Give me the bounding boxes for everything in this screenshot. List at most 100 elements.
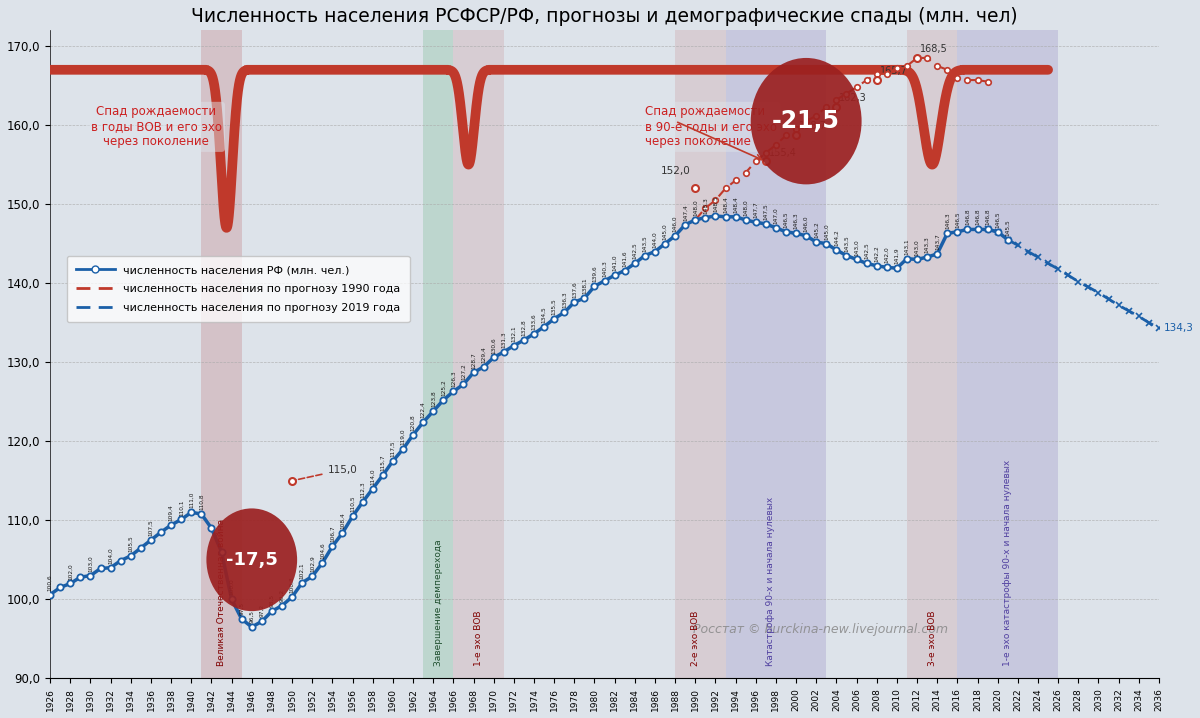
Bar xyxy=(454,30,504,679)
Bar xyxy=(202,30,241,679)
Text: 146,5: 146,5 xyxy=(955,211,960,228)
Ellipse shape xyxy=(751,58,862,185)
Text: 141,0: 141,0 xyxy=(612,255,617,271)
Text: 132,8: 132,8 xyxy=(522,320,527,336)
Text: 146,3: 146,3 xyxy=(793,213,798,230)
Text: 97,5: 97,5 xyxy=(239,602,244,615)
Text: 146,8: 146,8 xyxy=(965,209,970,225)
Text: 144,0: 144,0 xyxy=(653,231,658,248)
Text: 102,9: 102,9 xyxy=(310,556,314,572)
Text: 155,4: 155,4 xyxy=(769,147,797,157)
Text: 142,0: 142,0 xyxy=(884,247,889,264)
Text: 142,5: 142,5 xyxy=(632,243,637,259)
Text: 146,5: 146,5 xyxy=(784,211,788,228)
Ellipse shape xyxy=(206,508,298,611)
Text: 143,3: 143,3 xyxy=(925,236,930,253)
Text: 123,8: 123,8 xyxy=(431,391,436,407)
Text: 99,2: 99,2 xyxy=(280,589,284,602)
Text: 147,4: 147,4 xyxy=(683,204,688,220)
Text: 100,3: 100,3 xyxy=(289,577,294,593)
Text: Катастрофа 90-х и начала нулевых: Катастрофа 90-х и начала нулевых xyxy=(767,498,775,666)
Text: 143,5: 143,5 xyxy=(844,235,848,251)
Text: 100,6: 100,6 xyxy=(48,574,53,591)
Text: 134,5: 134,5 xyxy=(541,306,546,322)
Text: 143,5: 143,5 xyxy=(642,235,647,251)
Text: 142,5: 142,5 xyxy=(864,243,869,259)
Text: 136,3: 136,3 xyxy=(562,292,566,309)
Text: 104,0: 104,0 xyxy=(108,547,113,564)
Title: Численность населения РСФСР/РФ, прогнозы и демографические спады (млн. чел): Численность населения РСФСР/РФ, прогнозы… xyxy=(191,7,1018,26)
Text: 108,4: 108,4 xyxy=(340,512,344,529)
Text: 147,5: 147,5 xyxy=(763,203,768,220)
Text: 138,1: 138,1 xyxy=(582,278,587,294)
Text: 146,0: 146,0 xyxy=(673,215,678,232)
Text: 96,5: 96,5 xyxy=(250,610,254,623)
Text: 146,8: 146,8 xyxy=(985,209,990,225)
Text: 120,8: 120,8 xyxy=(410,414,415,431)
Text: 2-е эхо ВОВ: 2-е эхо ВОВ xyxy=(691,611,700,666)
Text: 131,3: 131,3 xyxy=(502,332,506,348)
Text: 127,2: 127,2 xyxy=(461,363,466,381)
Text: 1-е эхо ВОВ: 1-е эхо ВОВ xyxy=(474,611,484,666)
Text: 102,1: 102,1 xyxy=(300,562,305,579)
Text: 122,4: 122,4 xyxy=(421,401,426,419)
Text: 135,5: 135,5 xyxy=(552,298,557,314)
Text: 3-е эхо ВОВ: 3-е эхо ВОВ xyxy=(928,611,937,666)
Text: 140,3: 140,3 xyxy=(602,260,607,277)
Text: 162,3: 162,3 xyxy=(840,93,868,103)
Text: 110,5: 110,5 xyxy=(350,495,355,513)
Text: 146,3: 146,3 xyxy=(944,213,949,230)
Bar xyxy=(424,30,454,679)
Text: 147,0: 147,0 xyxy=(774,208,779,224)
Text: Спад рождаемости
в годы ВОВ и его эхо
через поколение: Спад рождаемости в годы ВОВ и его эхо че… xyxy=(90,106,222,149)
Text: 146,0: 146,0 xyxy=(804,215,809,232)
Text: 146,8: 146,8 xyxy=(976,209,980,225)
Text: 115,7: 115,7 xyxy=(380,454,385,471)
Bar xyxy=(726,30,827,679)
Bar xyxy=(676,30,726,679)
Text: 143,0: 143,0 xyxy=(854,239,859,256)
Text: 143,1: 143,1 xyxy=(905,238,910,255)
Text: 125,2: 125,2 xyxy=(440,379,445,396)
Text: 143,0: 143,0 xyxy=(914,239,919,256)
Text: 145,0: 145,0 xyxy=(824,223,829,240)
Text: 148,5: 148,5 xyxy=(713,195,718,212)
Text: 142,2: 142,2 xyxy=(875,245,880,262)
Text: 134,3: 134,3 xyxy=(1164,323,1194,333)
Text: -17,5: -17,5 xyxy=(226,551,277,569)
Legend: численность населения РФ (млн. чел.), численность населения по прогнозу 1990 год: численность населения РФ (млн. чел.), чи… xyxy=(67,256,409,322)
Text: 148,4: 148,4 xyxy=(733,196,738,213)
Text: 133,6: 133,6 xyxy=(532,313,536,330)
Text: 100,0: 100,0 xyxy=(229,579,234,595)
Text: 139,6: 139,6 xyxy=(592,266,596,282)
Text: 145,2: 145,2 xyxy=(814,221,818,238)
Text: 148,0: 148,0 xyxy=(692,200,697,216)
Text: 132,1: 132,1 xyxy=(511,325,516,342)
Text: 148,0: 148,0 xyxy=(743,200,748,216)
Text: 141,6: 141,6 xyxy=(623,250,628,266)
Text: Великая Отечественная война: Великая Отечественная война xyxy=(217,519,226,666)
Text: 104,6: 104,6 xyxy=(320,542,325,559)
Text: 168,5: 168,5 xyxy=(920,44,948,54)
Text: 103,0: 103,0 xyxy=(88,555,92,572)
Text: Росстат © burckina-new.livejournal.com: Росстат © burckina-new.livejournal.com xyxy=(694,623,948,636)
Text: 145,0: 145,0 xyxy=(662,223,667,240)
Text: 115,0: 115,0 xyxy=(295,465,358,480)
Text: 106,7: 106,7 xyxy=(330,526,335,542)
Text: 98,5: 98,5 xyxy=(270,594,275,607)
Text: 109,4: 109,4 xyxy=(169,504,174,521)
Text: 1-е эхо катастрофы 90-х и начала нулевых: 1-е эхо катастрофы 90-х и начала нулевых xyxy=(1003,460,1013,666)
Text: 148,4: 148,4 xyxy=(724,196,728,213)
Bar xyxy=(907,30,958,679)
Text: 114,0: 114,0 xyxy=(371,468,376,485)
Text: 110,1: 110,1 xyxy=(179,499,184,516)
Text: 158,7: 158,7 xyxy=(799,121,827,131)
Text: 129,4: 129,4 xyxy=(481,346,486,363)
Text: 165,7: 165,7 xyxy=(880,66,907,76)
Text: 110,8: 110,8 xyxy=(199,493,204,510)
Text: 146,5: 146,5 xyxy=(995,211,1000,228)
Text: 107,5: 107,5 xyxy=(149,519,154,536)
Text: 144,2: 144,2 xyxy=(834,229,839,246)
Text: 97,2: 97,2 xyxy=(259,605,264,617)
Bar xyxy=(958,30,1058,679)
